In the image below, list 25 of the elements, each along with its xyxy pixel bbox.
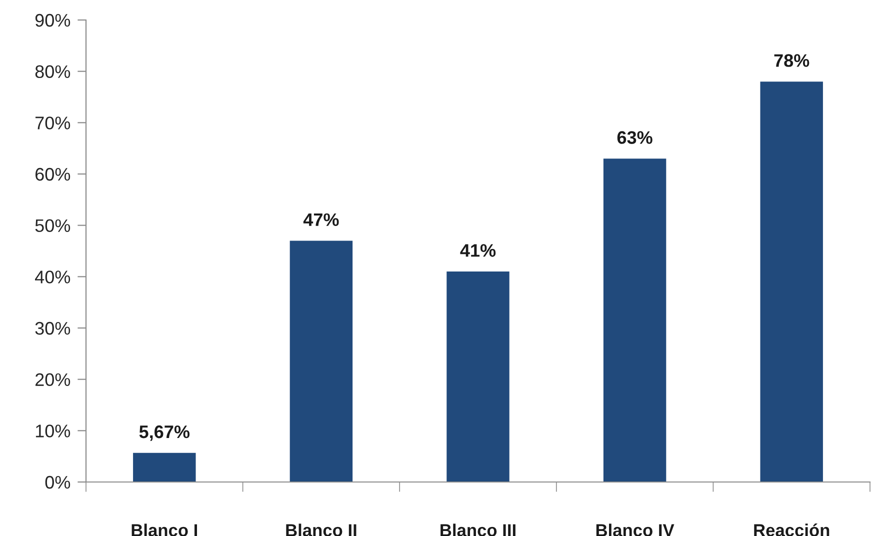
y-tick-label: 80%	[35, 65, 70, 78]
y-tick-label: 40%	[35, 270, 70, 284]
data-label: 41%	[460, 244, 496, 257]
data-label: 78%	[774, 54, 810, 67]
y-tick-label: 20%	[35, 373, 70, 386]
data-label: 47%	[303, 213, 339, 226]
y-tick-label: 90%	[35, 14, 70, 27]
bar	[133, 452, 196, 482]
y-tick-label: 60%	[36, 168, 70, 181]
data-label: 63%	[617, 131, 652, 144]
y-tick-label: 30%	[35, 322, 70, 335]
data-label: 5,67%	[139, 425, 190, 441]
bar	[760, 82, 823, 482]
y-tick-label: 50%	[35, 219, 70, 232]
x-tick-label: Blanco III	[440, 524, 516, 536]
x-tick-label: Reacción	[754, 524, 830, 536]
x-tick-label: Blanco IV	[596, 524, 674, 536]
y-tick-label: 70%	[36, 116, 70, 130]
bar	[603, 158, 666, 482]
y-tick-label: 10%	[36, 424, 70, 438]
y-tick-label: 0%	[45, 476, 70, 489]
x-tick-label: Blanco II	[286, 524, 356, 536]
bar	[290, 240, 353, 482]
x-tick-label: Blanco I	[132, 524, 198, 536]
bar	[446, 272, 510, 482]
